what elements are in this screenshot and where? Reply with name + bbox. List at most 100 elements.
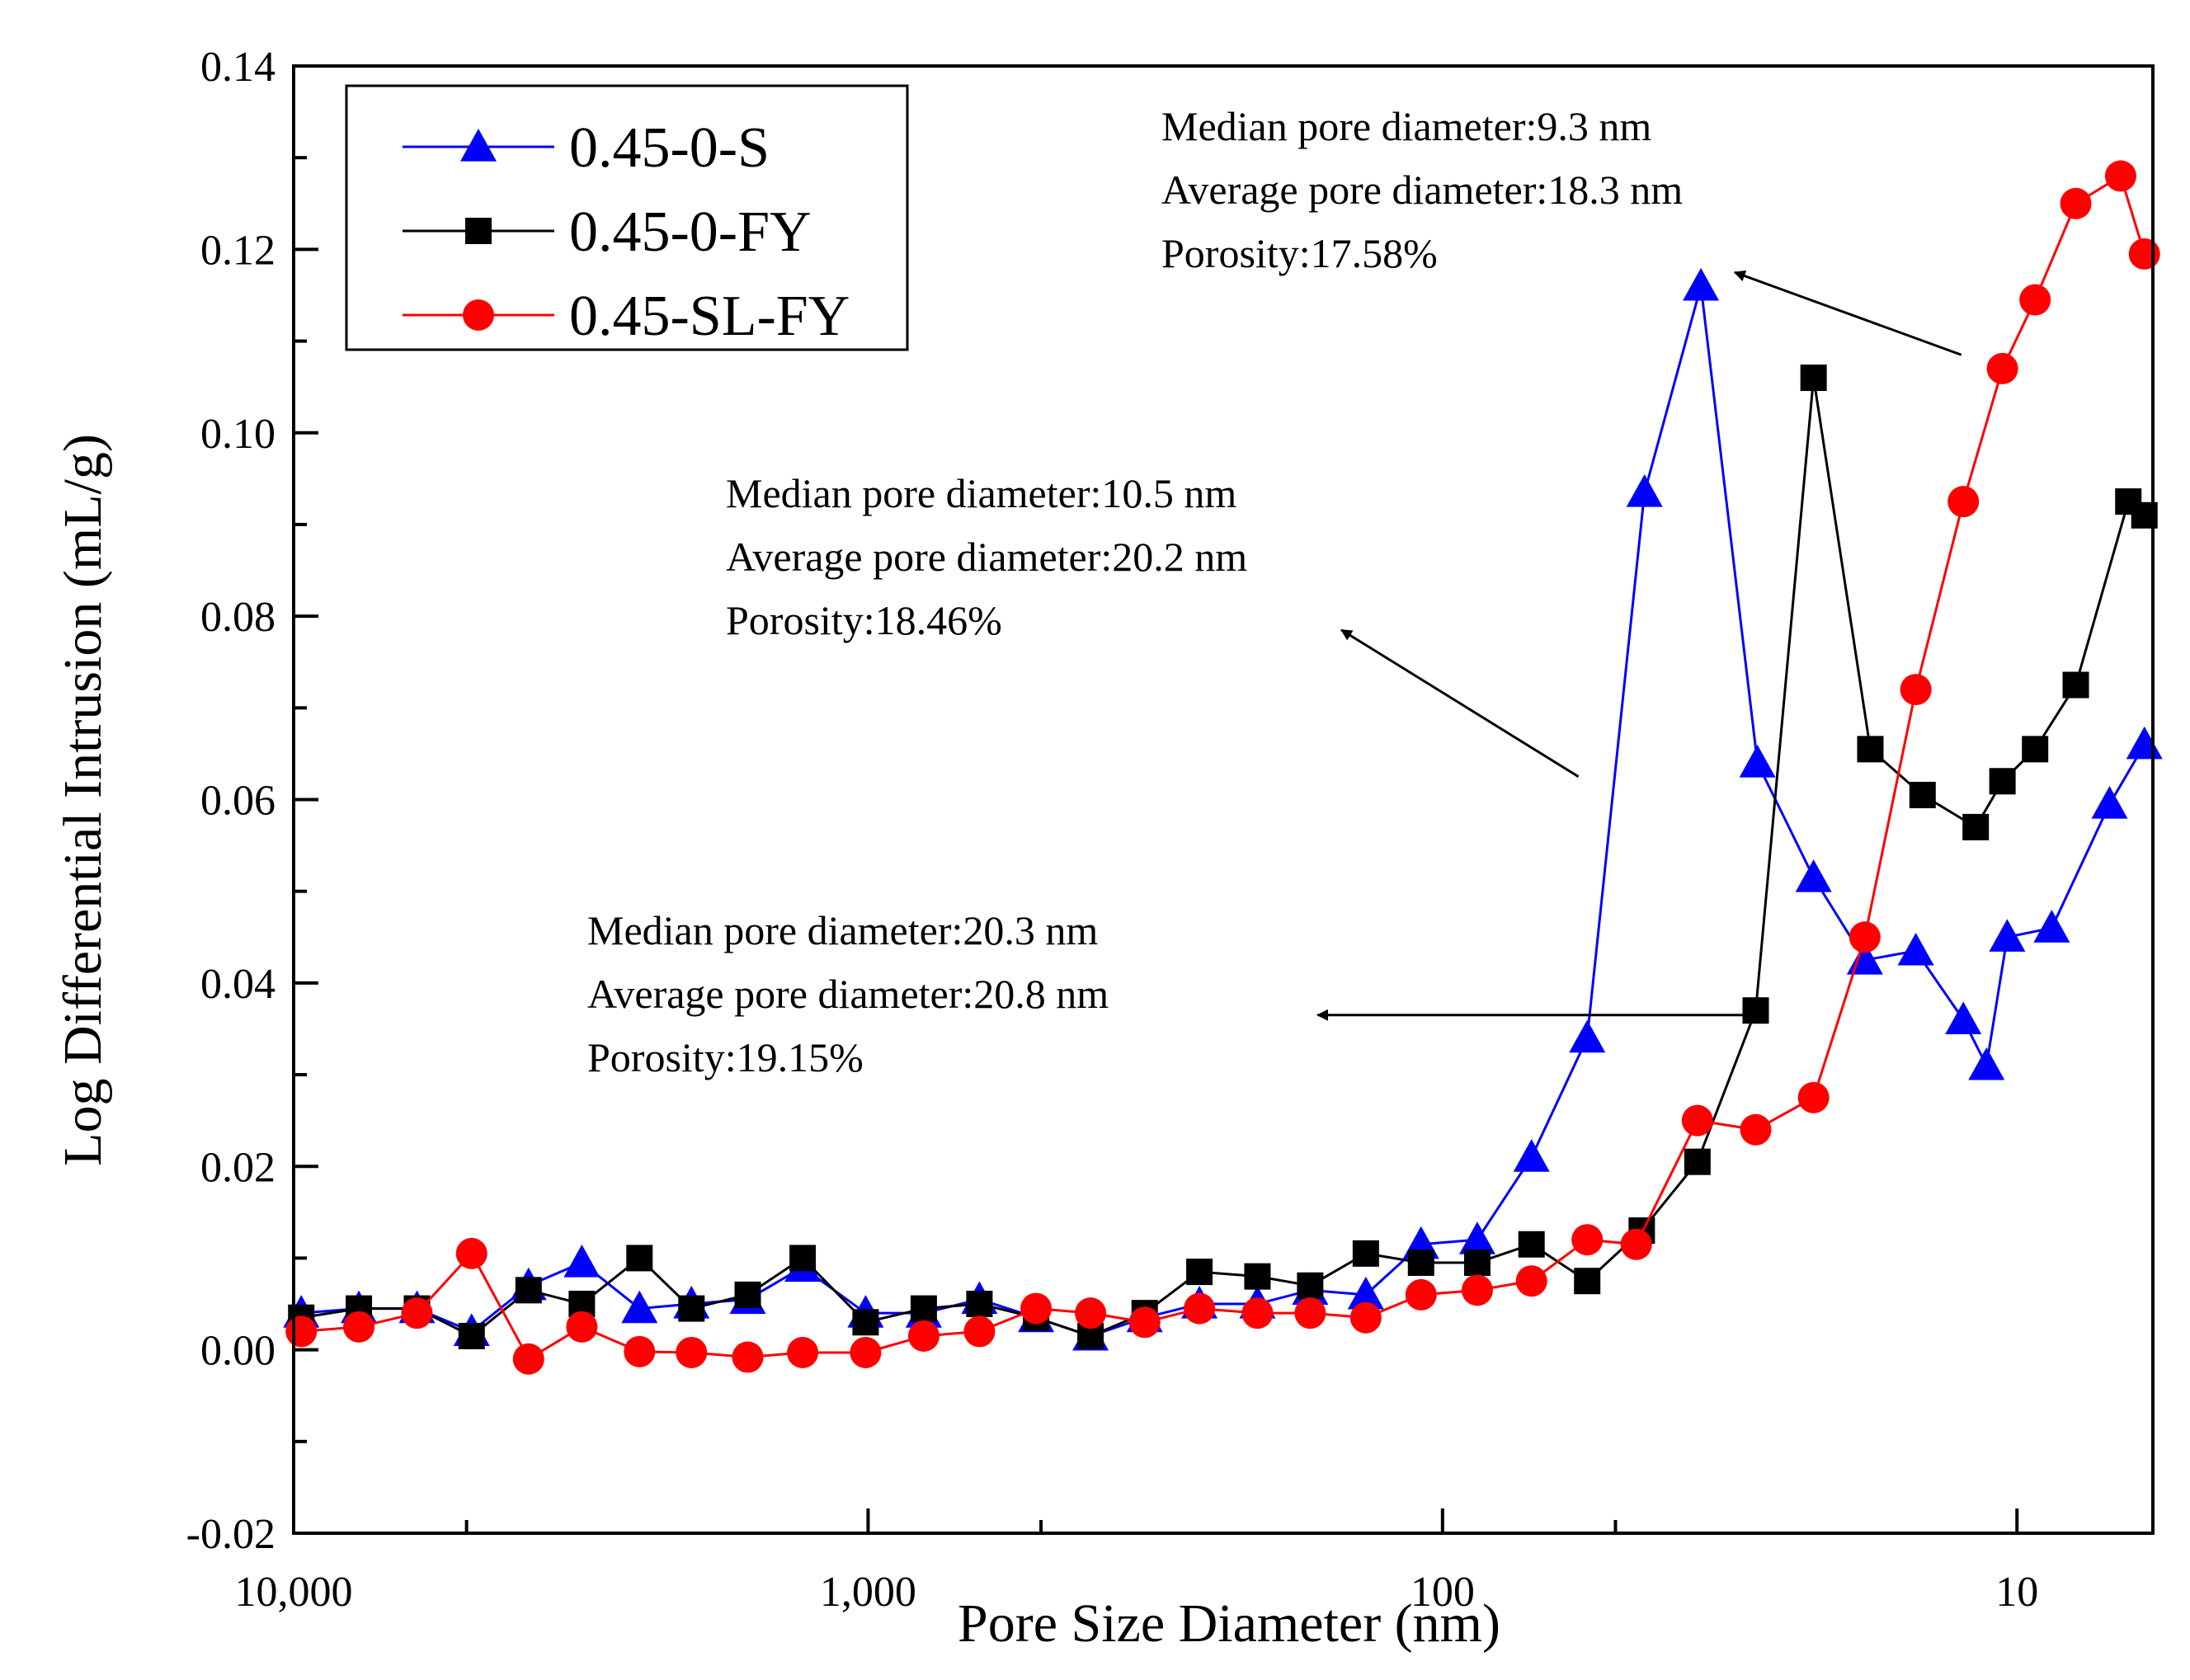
- data-point-0-45-0-fy: [1463, 1249, 1491, 1276]
- data-point-0-45-0-fy: [1407, 1249, 1434, 1276]
- data-point-0-45-sl-fy: [2019, 284, 2051, 316]
- data-point-0-45-sl-fy: [676, 1336, 708, 1368]
- y-axis-title: Log Differential Intrusion (mL/g): [53, 434, 113, 1166]
- data-point-0-45-0-fy: [2062, 671, 2089, 699]
- data-point-0-45-sl-fy: [566, 1311, 598, 1343]
- x-tick-label: 10,000: [235, 1569, 353, 1616]
- annotation-text: Average pore diameter:20.2 nm: [726, 534, 1247, 580]
- data-point-0-45-0-s: [2033, 910, 2070, 943]
- x-axis-title: Pore Size Diameter (nm): [958, 1593, 1500, 1654]
- data-point-0-45-sl-fy: [787, 1336, 819, 1368]
- data-point-0-45-sl-fy: [1986, 352, 2018, 384]
- y-tick-label: 0.08: [200, 594, 276, 641]
- data-point-0-45-sl-fy: [1461, 1274, 1493, 1306]
- y-tick-label: 0.06: [200, 778, 276, 825]
- annotations: Median pore diameter:9.3 nm Average pore …: [587, 103, 1962, 1080]
- data-point-0-45-0-fy: [1989, 768, 2016, 795]
- data-point-0-45-0-s: [563, 1244, 600, 1278]
- y-tick-label: 0.00: [200, 1328, 276, 1375]
- y-tick-label: 0.10: [200, 411, 276, 458]
- data-point-0-45-0-s: [621, 1290, 658, 1324]
- data-point-0-45-sl-fy: [455, 1237, 487, 1269]
- data-point-0-45-sl-fy: [1681, 1104, 1713, 1136]
- data-point-0-45-0-fy: [1857, 736, 1884, 763]
- data-point-0-45-sl-fy: [1405, 1278, 1437, 1311]
- annotation-text: Average pore diameter:18.3 nm: [1161, 167, 1683, 213]
- data-point-0-45-sl-fy: [624, 1335, 656, 1367]
- legend-marker: [463, 299, 494, 331]
- data-point-0-45-sl-fy: [850, 1336, 882, 1368]
- data-point-0-45-0-fy: [1909, 781, 1936, 808]
- data-point-0-45-0-fy: [626, 1245, 653, 1272]
- annotation-text: Median pore diameter:10.5 nm: [726, 470, 1236, 516]
- data-point-0-45-0-fy: [1297, 1272, 1324, 1299]
- data-point-0-45-0-fy: [1352, 1240, 1379, 1267]
- data-point-0-45-0-fy: [678, 1295, 705, 1322]
- legend-box: [345, 84, 909, 351]
- data-point-0-45-sl-fy: [2060, 187, 2092, 219]
- data-point-0-45-sl-fy: [1797, 1081, 1830, 1113]
- data-point-0-45-0-fy: [1518, 1231, 1545, 1258]
- legend: 0.45-0-S 0.45-0-FY 0.45-SL-FY: [345, 84, 909, 351]
- data-point-0-45-sl-fy: [2128, 238, 2160, 270]
- data-point-0-45-sl-fy: [1740, 1113, 1772, 1146]
- data-point-0-45-0-s: [1897, 932, 1934, 966]
- annotation-text: Median pore diameter:9.3 nm: [1161, 103, 1651, 149]
- data-point-0-45-sl-fy: [1349, 1301, 1382, 1334]
- legend-marker: [460, 129, 497, 162]
- annotation-arrow: [1733, 270, 1962, 356]
- legend-label: 0.45-0-S: [569, 116, 770, 180]
- data-point-0-45-sl-fy: [1075, 1297, 1107, 1329]
- data-point-0-45-0-s: [1739, 745, 1776, 778]
- data-point-0-45-sl-fy: [1020, 1292, 1053, 1325]
- legend-label: 0.45-0-FY: [569, 200, 812, 264]
- data-point-0-45-0-fy: [1800, 365, 1827, 392]
- annotation-text: Porosity:19.15%: [587, 1034, 864, 1080]
- data-point-0-45-0-fy: [734, 1281, 761, 1308]
- x-tick-label: 10: [1995, 1569, 2038, 1616]
- annotation-text: Average pore diameter:20.8 nm: [587, 971, 1109, 1017]
- data-point-0-45-sl-fy: [963, 1315, 996, 1348]
- y-tick-label: 0.02: [200, 1144, 276, 1191]
- data-point-0-45-0-fy: [1574, 1268, 1601, 1295]
- data-point-0-45-0-s: [1626, 474, 1663, 507]
- data-point-0-45-sl-fy: [1515, 1265, 1547, 1297]
- data-point-0-45-0-fy: [1962, 813, 1990, 840]
- data-point-0-45-0-fy: [789, 1245, 817, 1272]
- data-point-0-45-0-s: [1945, 1001, 1982, 1034]
- legend-item-0-45-0-s: 0.45-0-S: [403, 116, 770, 180]
- data-point-0-45-sl-fy: [1620, 1228, 1652, 1260]
- data-point-0-45-0-s: [1569, 1019, 1606, 1053]
- data-point-0-45-sl-fy: [1849, 921, 1881, 953]
- legend-label: 0.45-SL-FY: [569, 285, 850, 348]
- data-point-0-45-sl-fy: [1294, 1297, 1326, 1329]
- data-point-0-45-sl-fy: [1571, 1224, 1604, 1256]
- data-point-0-45-0-s: [2091, 786, 2128, 819]
- data-point-0-45-sl-fy: [907, 1320, 940, 1352]
- data-point-0-45-0-fy: [1742, 997, 1769, 1024]
- data-point-0-45-sl-fy: [401, 1297, 433, 1329]
- data-point-0-45-0-s: [1513, 1139, 1550, 1172]
- y-tick-label: -0.02: [186, 1511, 276, 1558]
- data-point-0-45-0-fy: [1186, 1259, 1213, 1286]
- x-tick-label: 1,000: [820, 1569, 916, 1616]
- legend-item-0-45-0-fy: 0.45-0-FY: [403, 200, 812, 264]
- data-point-0-45-sl-fy: [1184, 1292, 1216, 1325]
- data-point-0-45-0-fy: [515, 1277, 542, 1304]
- data-point-0-45-0-s: [1989, 919, 2026, 952]
- data-point-0-45-0-fy: [458, 1322, 485, 1349]
- annotation-3: Median pore diameter:20.3 nm Average pore…: [587, 907, 1756, 1080]
- data-point-0-45-sl-fy: [285, 1315, 318, 1348]
- data-point-0-45-0-fy: [910, 1295, 937, 1322]
- data-point-0-45-sl-fy: [1241, 1297, 1274, 1329]
- data-point-0-45-sl-fy: [1900, 674, 1932, 706]
- legend-item-0-45-sl-fy: 0.45-SL-FY: [403, 285, 850, 348]
- annotation-text: Porosity:17.58%: [1161, 230, 1438, 276]
- annotation-text: Porosity:18.46%: [726, 597, 1002, 643]
- annotation-text: Median pore diameter:20.3 nm: [587, 907, 1098, 953]
- data-point-0-45-sl-fy: [732, 1341, 764, 1373]
- data-point-0-45-0-s: [1795, 859, 1832, 892]
- annotation-2: Median pore diameter:10.5 nm Average pore…: [726, 470, 1580, 778]
- annotation-1: Median pore diameter:9.3 nm Average pore …: [1161, 103, 1962, 356]
